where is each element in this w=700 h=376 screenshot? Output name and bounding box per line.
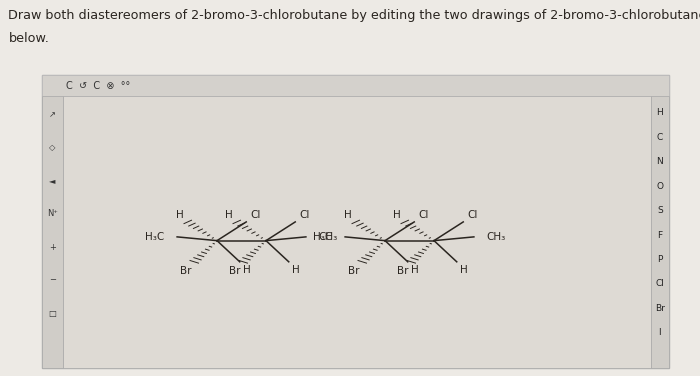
Text: P: P: [657, 255, 662, 264]
Text: Cl: Cl: [251, 210, 261, 220]
Text: Br: Br: [654, 304, 665, 313]
Text: N⁺: N⁺: [47, 209, 58, 218]
Text: S: S: [657, 206, 663, 215]
Text: I: I: [659, 328, 661, 337]
Text: H: H: [411, 265, 419, 275]
Text: CH₃: CH₃: [486, 232, 505, 242]
Text: −: −: [49, 276, 56, 285]
Text: H: H: [344, 210, 351, 220]
Text: F: F: [657, 230, 662, 240]
Text: Cl: Cl: [419, 210, 429, 220]
Text: Draw both diastereomers of 2-bromo-3-chlorobutane by editing the two drawings of: Draw both diastereomers of 2-bromo-3-chl…: [8, 9, 700, 23]
Text: O: O: [657, 182, 664, 191]
Text: Cl: Cl: [468, 210, 478, 220]
Text: □: □: [48, 309, 57, 318]
Text: Cl: Cl: [300, 210, 310, 220]
Text: H: H: [225, 210, 232, 220]
Text: ↗: ↗: [49, 110, 56, 119]
Text: ◇: ◇: [49, 143, 56, 152]
Bar: [63, 96, 651, 368]
Text: Br: Br: [397, 266, 408, 276]
Text: H: H: [176, 210, 183, 220]
Text: H: H: [657, 108, 663, 117]
Bar: [42, 96, 63, 368]
Text: H₃C: H₃C: [145, 232, 164, 242]
Text: +: +: [49, 243, 56, 252]
Text: H: H: [393, 210, 400, 220]
Text: Cl: Cl: [655, 279, 664, 288]
Text: N: N: [657, 157, 663, 166]
Text: Br: Br: [229, 266, 241, 276]
Text: H₃C: H₃C: [313, 232, 332, 242]
Text: Br: Br: [348, 266, 359, 276]
Text: C: C: [657, 133, 663, 142]
Text: H: H: [244, 265, 251, 275]
Text: H: H: [461, 265, 468, 275]
Bar: [42, 75, 668, 96]
Text: Br: Br: [180, 266, 191, 276]
Text: ◄: ◄: [49, 176, 56, 185]
Text: C  ↺  C  ⊗  °°: C ↺ C ⊗ °°: [66, 80, 131, 91]
Text: CH₃: CH₃: [318, 232, 337, 242]
Text: H: H: [293, 265, 300, 275]
Bar: [651, 96, 668, 368]
Bar: [42, 75, 668, 368]
Text: below.: below.: [8, 32, 49, 45]
